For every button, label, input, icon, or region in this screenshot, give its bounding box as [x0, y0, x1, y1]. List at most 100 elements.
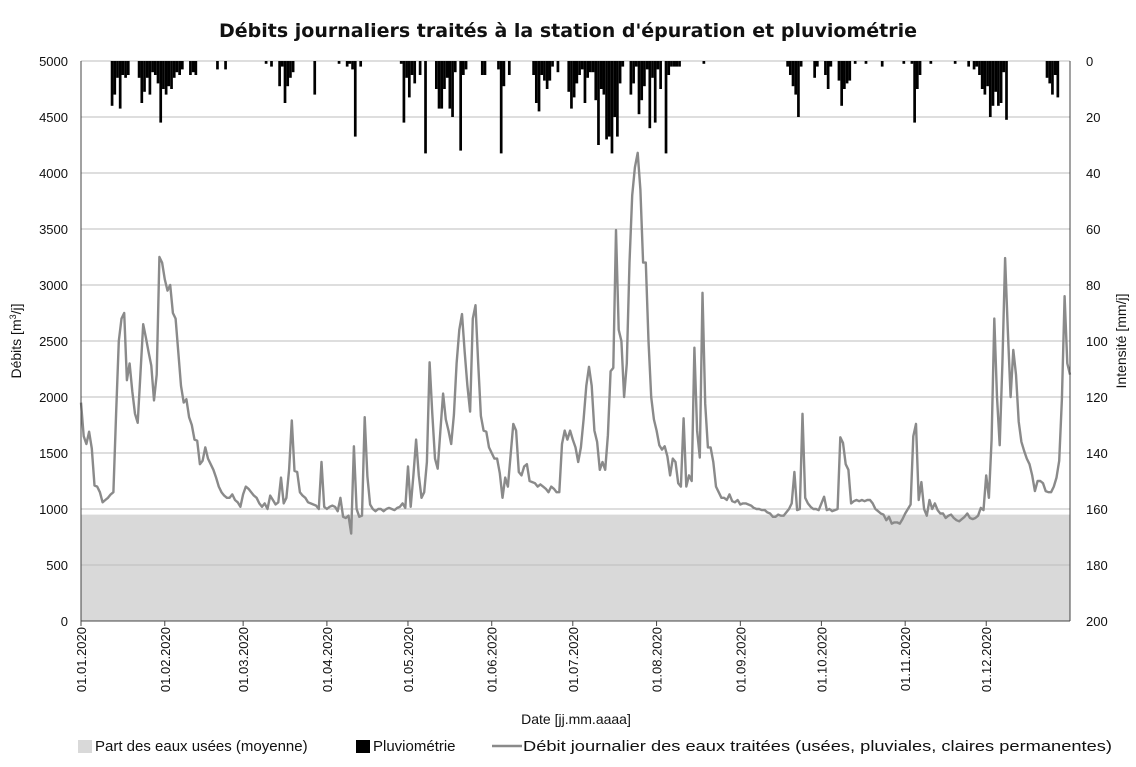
rainfall-bar: [988, 61, 992, 117]
x-tick-label: 01.04.2020: [320, 627, 335, 692]
rainfall-bar: [653, 61, 657, 123]
rainfall-bar: [618, 61, 622, 84]
rainfall-bar: [997, 61, 1000, 106]
rainfall-bar: [837, 61, 841, 81]
rainfall-bar: [824, 61, 827, 75]
rainfall-bar: [613, 61, 617, 117]
rainfall-bar: [351, 61, 354, 70]
rainfall-bar: [137, 61, 141, 78]
rainfall-bar: [1002, 61, 1006, 73]
legend-swatch-wastewater: [78, 740, 92, 753]
x-tick-label: 01.03.2020: [236, 627, 251, 692]
x-tick-label: 01.10.2020: [814, 627, 829, 692]
x-tick-label: 01.12.2020: [979, 627, 994, 692]
rainfall-bar: [840, 61, 844, 106]
y-axis-left-label-superscript: 3: [8, 314, 18, 319]
rainfall-bar: [289, 61, 292, 78]
rainfall-bar: [480, 61, 484, 75]
rainfall-bar: [359, 61, 363, 67]
rainfall-bar: [605, 61, 608, 140]
rainfall-bar: [675, 61, 679, 67]
rainfall-bar: [583, 61, 587, 103]
rainfall-bar: [610, 61, 614, 154]
rainfall-bar: [991, 61, 995, 106]
legend: Part des eaux usées (moyenne) Pluviométri…: [78, 738, 1112, 755]
rainfall-bar: [702, 61, 706, 64]
y-left-tick-label: 2500: [39, 334, 68, 349]
y-right-tick-label: 100: [1086, 334, 1108, 349]
rainfall-bar: [570, 61, 573, 109]
rainfall-bar: [637, 61, 641, 115]
rainfall-bar: [407, 61, 411, 98]
rainfall-bar: [632, 61, 635, 84]
y-right-tick-label: 20: [1086, 110, 1100, 125]
rainfall-bar: [953, 61, 957, 64]
rainfall-bar: [162, 61, 165, 89]
x-axis-label: Date [jj.mm.aaaa]: [521, 711, 631, 727]
y-right-tick-label: 140: [1086, 446, 1108, 461]
rainfall-bar: [829, 61, 833, 67]
rainfall-bar: [645, 61, 649, 70]
flow-series-line: [79, 151, 1072, 535]
rainfall-bar: [348, 61, 352, 64]
rainfall-bar: [424, 61, 427, 154]
left-axis-ticks: 0 500 1000 1500 2000 2500 3000 3500 4000 4500 5000: [39, 54, 68, 629]
rainfall-bar: [910, 61, 914, 64]
rainfall-bar: [434, 61, 438, 89]
x-tick-label: 01.02.2020: [158, 627, 173, 692]
rainfall-bar: [983, 61, 987, 95]
rainfall-bar: [578, 61, 581, 75]
rainfall-bar: [643, 61, 646, 87]
rainfall-bar: [589, 61, 592, 73]
wastewater-area-layer: [81, 514, 1070, 621]
legend-label-rainfall: Pluviométrie: [373, 738, 456, 755]
rainfall-bar: [145, 61, 149, 78]
rainfall-bar: [659, 61, 662, 89]
rainfall-bar: [159, 61, 163, 123]
rainfall-bar: [534, 61, 538, 103]
rainfall-bar: [648, 61, 652, 129]
rainfall-bar: [607, 61, 611, 137]
rainfall-bar: [189, 61, 192, 75]
rainfall-bar: [913, 61, 916, 123]
rainfall-bar: [972, 61, 976, 70]
rainfall-bar: [110, 61, 114, 106]
gridlines: [81, 60, 1070, 622]
flow-line-layer: [79, 151, 1072, 535]
rainfall-bar: [864, 61, 868, 64]
rainfall-bar: [413, 61, 417, 84]
y-right-tick-label: 60: [1086, 222, 1100, 237]
rainfall-bar: [975, 61, 979, 67]
rainfall-bar: [180, 61, 184, 70]
rainfall-bar: [402, 61, 406, 123]
rainfall-bar: [345, 61, 349, 67]
rainfall-bar: [156, 61, 160, 84]
y-axis-right-label: Intensité [mm/j]: [1113, 294, 1129, 389]
rainfall-bar: [978, 61, 981, 75]
rainfall-bar: [443, 61, 446, 89]
rainfall-bar: [640, 61, 644, 101]
y-left-tick-label: 2000: [39, 390, 68, 405]
y-right-tick-label: 40: [1086, 166, 1100, 181]
rainfall-bar: [113, 61, 117, 95]
rainfall-bar: [826, 61, 830, 89]
rainfall-bar: [543, 61, 546, 81]
legend-label-wastewater: Part des eaux usées (moyenne): [95, 738, 308, 755]
rainfall-bars: [110, 61, 1060, 154]
rainfall-bar: [667, 61, 671, 75]
rainfall-bar: [451, 61, 454, 117]
x-tick-label: 01.07.2020: [566, 627, 581, 692]
y-left-tick-label: 3500: [39, 222, 68, 237]
rainfall-bar: [597, 61, 600, 145]
rainfall-bar: [815, 61, 819, 67]
rainfall-bar: [172, 61, 176, 78]
rainfall-bar: [616, 61, 619, 137]
rainfall-bar: [410, 61, 414, 75]
x-tick-label: 01.01.2020: [74, 627, 89, 692]
rainfall-bar: [126, 61, 130, 75]
x-tick-label: 01.09.2020: [733, 627, 748, 692]
y-left-tick-label: 1000: [39, 502, 68, 517]
rainfall-bar: [791, 61, 795, 87]
rainfall-bar: [483, 61, 487, 75]
rainfall-bar: [459, 61, 463, 151]
